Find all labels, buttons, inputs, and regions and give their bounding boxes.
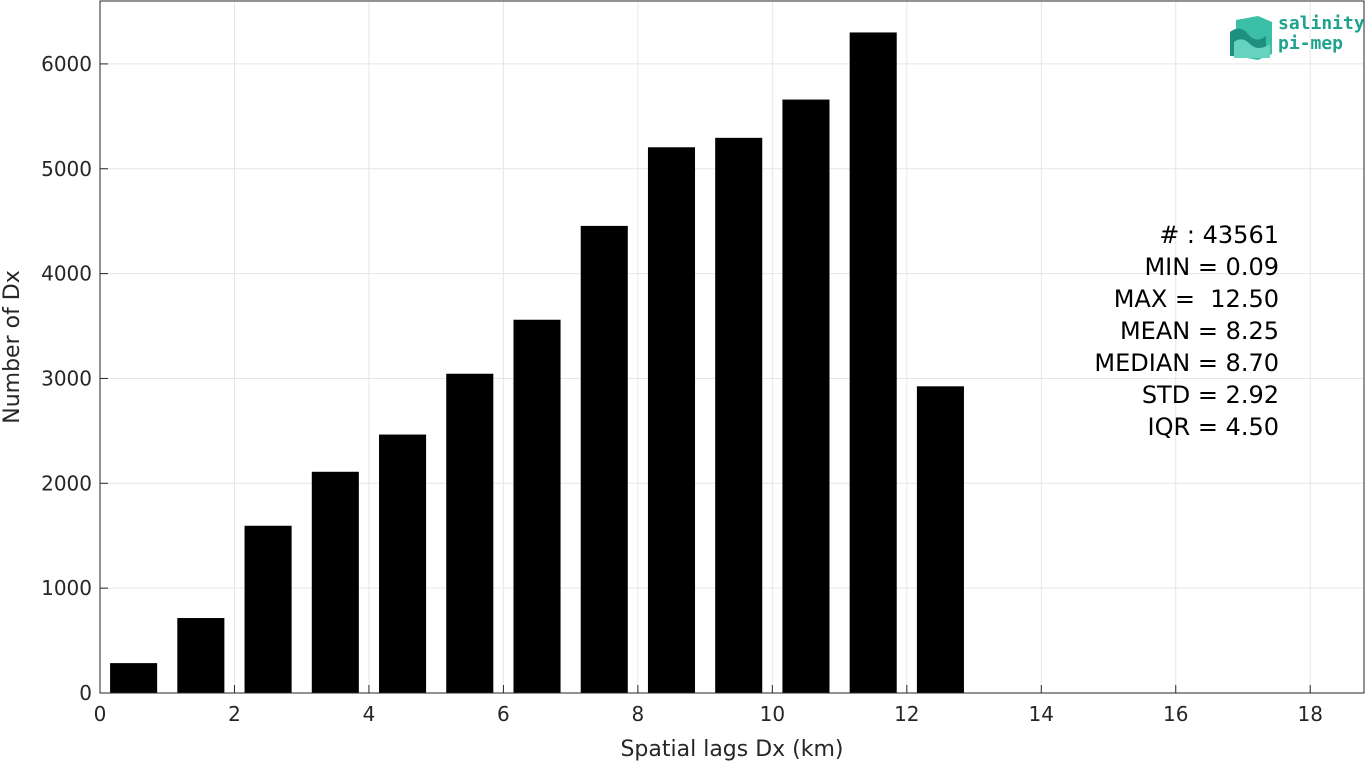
bars <box>110 32 964 694</box>
x-tick-label: 6 <box>497 702 510 726</box>
stat-line: IQR = 4.50 <box>1148 413 1279 441</box>
plot-frame <box>99 0 1365 694</box>
y-tick-label: 3000 <box>41 366 92 390</box>
y-tick-label: 4000 <box>41 262 92 286</box>
logo-line-1: salinity <box>1278 13 1365 34</box>
x-axis-ticks: 0 2 4 6 8 10 12 14 16 18 <box>94 685 1323 726</box>
histogram-bar <box>110 663 158 693</box>
y-tick-label: 6000 <box>41 52 92 76</box>
histogram-bar <box>647 147 696 693</box>
x-tick-label: 0 <box>94 702 107 726</box>
stat-line: # : 43561 <box>1159 221 1279 249</box>
y-tick-label: 0 <box>79 681 92 705</box>
stat-line: MAX = 12.50 <box>1114 285 1279 313</box>
salinity-pi-mep-logo: salinity pi-mep <box>1228 14 1365 62</box>
y-axis-label: Number of Dx <box>0 270 25 424</box>
x-tick-label: 12 <box>894 702 919 726</box>
histogram-bar <box>849 32 897 694</box>
x-tick-label: 14 <box>1029 702 1054 726</box>
histogram-bar <box>715 137 763 693</box>
y-axis-ticks: 0 1000 2000 3000 4000 5000 6000 <box>41 52 108 705</box>
histogram-bar <box>446 373 494 693</box>
wave-logo-icon <box>1230 16 1272 60</box>
x-tick-label: 2 <box>228 702 241 726</box>
histogram-bar <box>513 319 561 693</box>
stat-line: MIN = 0.09 <box>1144 253 1279 281</box>
histogram-bar <box>177 618 225 693</box>
histogram-bar <box>580 225 628 693</box>
logo-line-2: pi-mep <box>1278 33 1344 54</box>
stat-line: MEDIAN = 8.70 <box>1094 349 1279 377</box>
y-tick-label: 5000 <box>41 157 92 181</box>
histogram-bar <box>782 99 830 694</box>
histogram-bar <box>244 525 292 693</box>
stat-line: STD = 2.92 <box>1142 381 1279 409</box>
y-tick-label: 1000 <box>41 576 92 600</box>
histogram-bar <box>916 386 964 693</box>
histogram-bar <box>379 434 427 693</box>
histogram-bar <box>311 471 359 693</box>
x-tick-label: 10 <box>760 702 785 726</box>
x-tick-label: 4 <box>363 702 376 726</box>
y-tick-label: 2000 <box>41 471 92 495</box>
x-tick-label: 18 <box>1297 702 1322 726</box>
x-tick-label: 16 <box>1163 702 1188 726</box>
x-tick-label: 8 <box>632 702 645 726</box>
x-axis-label: Spatial lags Dx (km) <box>620 737 843 762</box>
statistics-annotation: # : 43561 MIN = 0.09 MAX = 12.50 MEAN = 8.2… <box>1094 221 1279 441</box>
stat-line: MEAN = 8.25 <box>1120 317 1279 345</box>
